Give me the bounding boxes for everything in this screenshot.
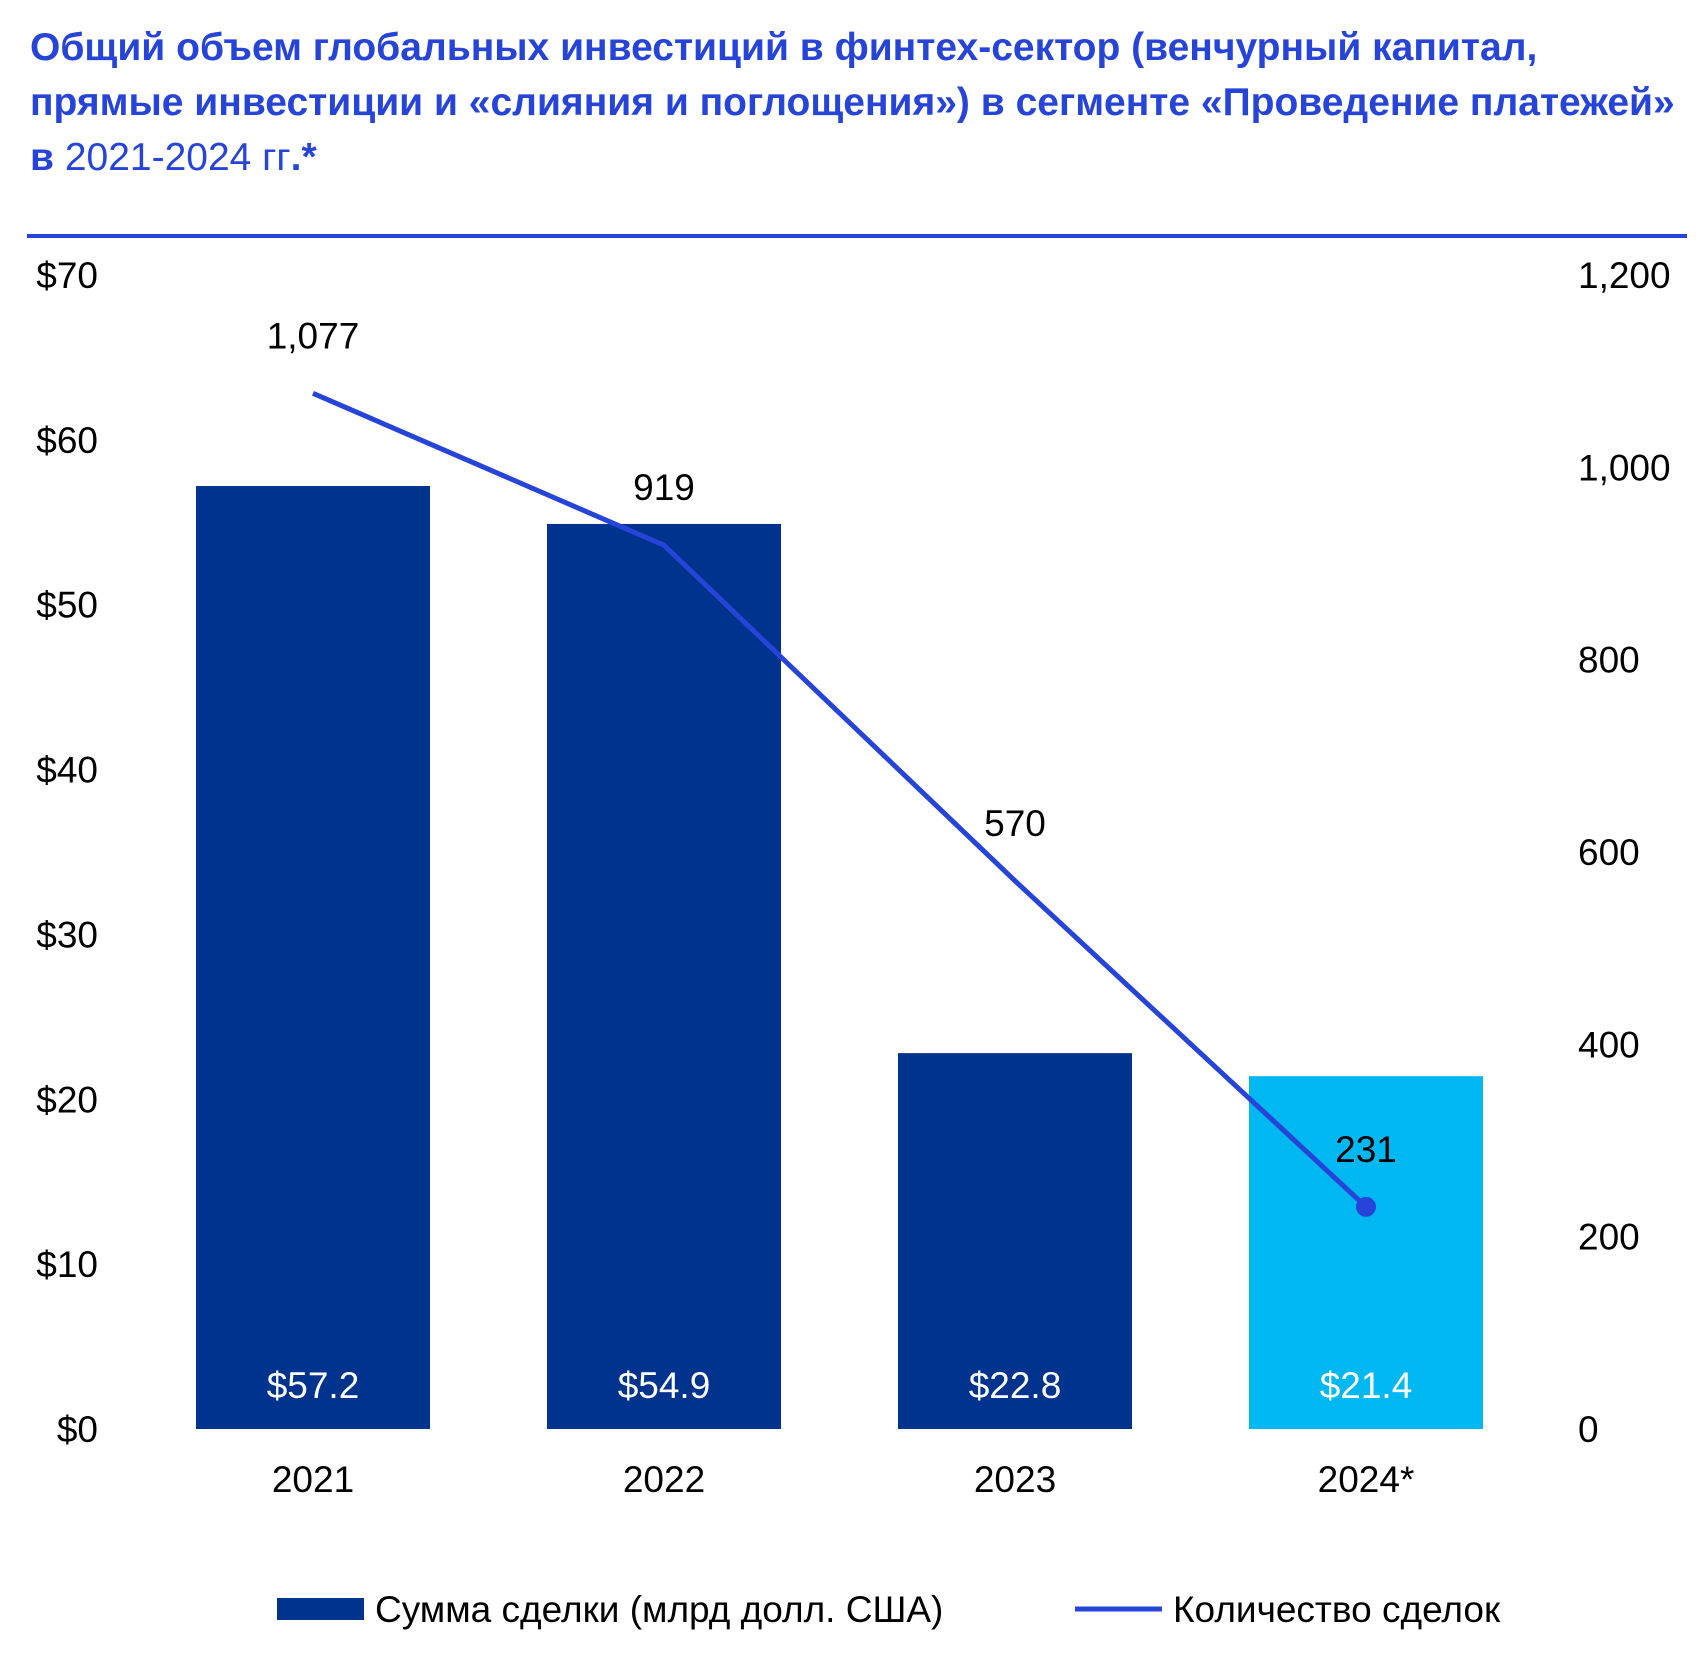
right-axis-tick: 600 <box>1578 832 1640 873</box>
left-axis-tick: $0 <box>57 1409 98 1450</box>
title-divider <box>27 234 1687 238</box>
left-axis-tick: $60 <box>36 420 98 461</box>
title-bold: Общий объем глобальных инвестиций в финт… <box>30 26 1675 179</box>
right-axis-tick: 1,200 <box>1578 255 1671 296</box>
right-axis-tick: 400 <box>1578 1024 1640 1065</box>
bar-value-label: $54.9 <box>618 1365 711 1406</box>
bar-value-label: $21.4 <box>1320 1365 1413 1406</box>
line-value-label: 919 <box>633 467 695 508</box>
x-axis-tick: 2021 <box>272 1459 354 1500</box>
title-years: 2021-2024 гг <box>64 136 291 179</box>
right-axis-tick: 1,000 <box>1578 447 1671 488</box>
left-axis-tick: $30 <box>36 914 98 955</box>
left-axis-tick: $70 <box>36 255 98 296</box>
deal-count-line <box>312 390 1368 1209</box>
legend-bar-label: Сумма сделки (млрд долл. США) <box>375 1589 943 1630</box>
line-value-label: 231 <box>1335 1129 1397 1170</box>
left-axis-tick: $50 <box>36 585 98 626</box>
bar <box>898 1053 1132 1429</box>
bar-value-label: $57.2 <box>267 1365 360 1406</box>
right-axis-tick: 800 <box>1578 640 1640 681</box>
right-axis-tick: 200 <box>1578 1217 1640 1258</box>
left-axis-tick: $40 <box>36 750 98 791</box>
title-suffix: .* <box>290 136 317 179</box>
deal-count-marker <box>1356 1196 1376 1217</box>
line-value-label: 1,077 <box>267 315 360 356</box>
bar <box>196 486 430 1429</box>
chart-title: Общий объем глобальных инвестиций в финт… <box>30 20 1690 185</box>
legend-bar-swatch <box>277 1598 364 1620</box>
legend-line-label: Количество сделок <box>1173 1589 1501 1630</box>
left-axis-tick: $20 <box>36 1079 98 1120</box>
x-axis-tick: 2022 <box>623 1459 705 1500</box>
x-axis-tick: 2024* <box>1318 1459 1415 1500</box>
left-axis-tick: $10 <box>36 1244 98 1285</box>
right-axis-tick: 0 <box>1578 1409 1599 1450</box>
line-value-label: 570 <box>984 803 1046 844</box>
bar <box>547 523 781 1429</box>
x-axis-tick: 2023 <box>974 1459 1056 1500</box>
bar-value-label: $22.8 <box>969 1365 1062 1406</box>
